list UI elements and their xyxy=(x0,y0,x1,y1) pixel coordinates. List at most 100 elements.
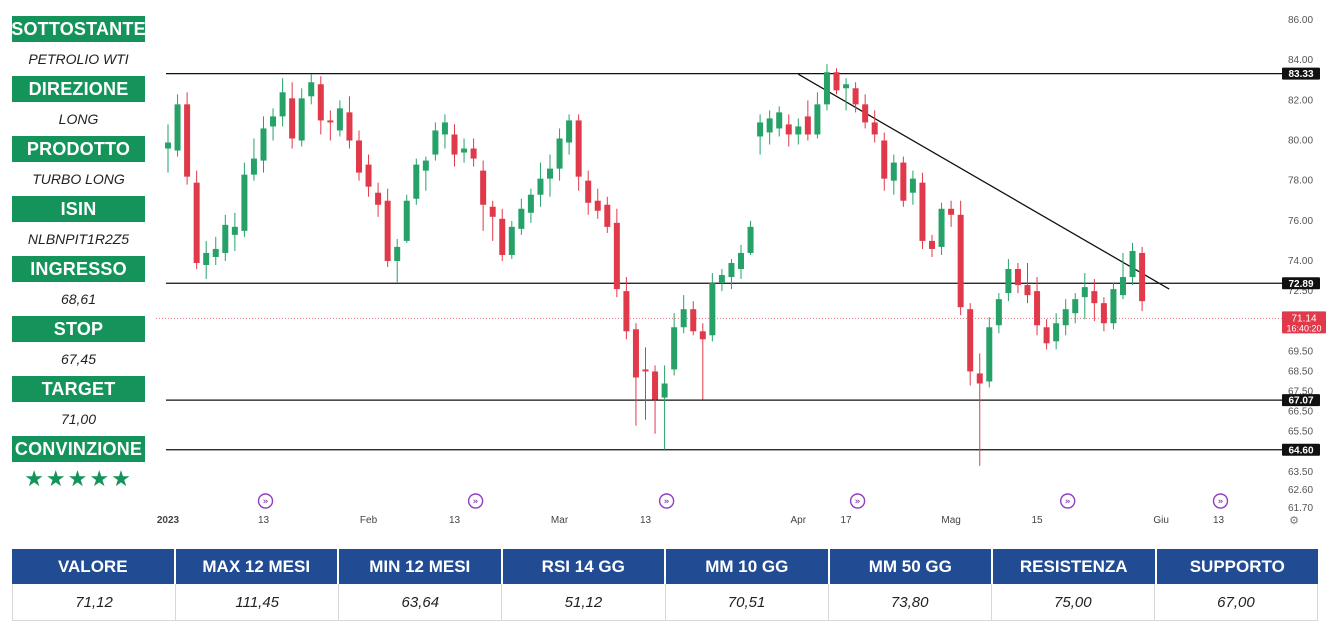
candle-body xyxy=(948,208,955,215)
price-chart[interactable]: 86.00 84.00 82.00 80.00 78.00 76.00 74.00 72.50… xyxy=(150,10,1328,530)
value-valore: 71,12 xyxy=(12,584,177,621)
candle-body xyxy=(1120,277,1126,296)
candle-body xyxy=(231,226,238,235)
candle-body xyxy=(690,309,697,332)
x-tick-label: 2023 xyxy=(157,515,180,526)
y-tick-label: 66.50 xyxy=(1288,407,1313,418)
candle-body xyxy=(317,84,324,121)
last-price-label: 71.14 xyxy=(1291,313,1316,324)
y-tick-label: 84.00 xyxy=(1288,55,1313,66)
candle-body xyxy=(862,104,869,123)
candle-body xyxy=(1043,327,1050,344)
candle-body xyxy=(575,120,582,177)
y-tick-label: 63.50 xyxy=(1288,467,1313,478)
candle-body xyxy=(222,224,229,253)
stop-value: 67,45 xyxy=(60,351,97,367)
candle-body xyxy=(1072,299,1079,314)
star-rating-icon: ★★★★★ xyxy=(24,466,133,491)
stats-value-row: 71,12 111,45 63,64 51,12 70,51 73,80 75,… xyxy=(12,584,1318,621)
candle-body xyxy=(298,98,305,141)
candle-body xyxy=(547,168,553,179)
sottostante-label: SOTTOSTANTE xyxy=(11,16,146,42)
candle-body xyxy=(308,82,315,97)
level-price-label: 72.89 xyxy=(1288,279,1313,290)
candle-body xyxy=(413,164,420,199)
candle-body xyxy=(776,112,783,129)
candle-body xyxy=(718,275,725,284)
value-rsi-14-gg: 51,12 xyxy=(502,584,666,621)
candle-body xyxy=(833,72,840,91)
candle-body xyxy=(1081,287,1088,298)
y-tick-label: 72.50 xyxy=(1288,286,1313,297)
stats-header-row: VALORE MAX 12 MESI MIN 12 MESI RSI 14 GG… xyxy=(12,549,1318,584)
isin-label: ISIN xyxy=(12,196,145,222)
stop-label: STOP xyxy=(12,316,145,342)
convinzione-label: CONVINZIONE xyxy=(12,436,145,462)
candle-body xyxy=(919,182,926,241)
candle-body xyxy=(900,162,907,201)
x-tick-label: Apr xyxy=(791,515,807,526)
candle-body xyxy=(508,226,515,255)
candle-body xyxy=(623,291,630,332)
target-label: TARGET xyxy=(12,376,145,402)
last-price-tag xyxy=(1282,311,1326,334)
x-tick-label: 13 xyxy=(449,515,461,526)
direzione-label: DIREZIONE xyxy=(12,76,145,102)
candle-body xyxy=(1062,309,1069,326)
event-marker-glyph: » xyxy=(1065,497,1071,507)
level-price-label: 67.07 xyxy=(1288,396,1313,407)
level-price-label: 64.60 xyxy=(1288,445,1313,456)
y-tick-label: 69.50 xyxy=(1288,346,1313,357)
candle-body xyxy=(929,240,935,249)
event-marker-icon xyxy=(849,493,866,509)
candle-body xyxy=(728,262,735,278)
candle-body xyxy=(881,140,888,179)
y-tick-label: 65.50 xyxy=(1288,427,1313,438)
candle-body xyxy=(604,204,611,227)
candle-body xyxy=(709,283,716,336)
candle-body xyxy=(260,128,267,161)
candle-body xyxy=(766,118,773,133)
candle-body xyxy=(174,104,181,151)
candle-body xyxy=(336,108,343,131)
ingresso-label: INGRESSO xyxy=(12,256,145,282)
candle-body xyxy=(451,134,458,155)
candle-body xyxy=(556,138,563,169)
candle-body xyxy=(537,178,544,195)
x-tick-label: Giu xyxy=(1153,515,1169,526)
y-tick-label: 82.00 xyxy=(1288,95,1313,106)
candle-body xyxy=(270,116,277,127)
candle-body xyxy=(852,88,859,105)
candle-body xyxy=(909,178,916,193)
header-min-12-mesi: MIN 12 MESI xyxy=(339,549,503,584)
header-rsi-14-gg: RSI 14 GG xyxy=(502,549,666,584)
y-tick-label: 80.00 xyxy=(1288,135,1313,146)
candle-body xyxy=(843,84,850,89)
candle-body xyxy=(804,116,811,135)
event-marker-icon xyxy=(658,493,675,509)
candle-body xyxy=(470,148,477,159)
convinzione-rating: ★★★★★ xyxy=(12,462,145,496)
candle-body xyxy=(585,180,592,203)
candle-body xyxy=(957,214,964,308)
value-max-12-mesi: 111,45 xyxy=(176,584,340,621)
candle-body xyxy=(642,369,649,372)
event-marker-glyph: » xyxy=(855,497,861,507)
value-mm-50-gg: 73,80 xyxy=(828,584,992,621)
candle-body xyxy=(1100,303,1107,324)
candle-body xyxy=(279,92,286,117)
candle-body xyxy=(995,299,1002,326)
y-tick-label: 61.70 xyxy=(1288,503,1313,514)
candle-body xyxy=(785,124,792,135)
candle-body xyxy=(967,309,974,372)
candle-body xyxy=(680,309,687,328)
event-marker-glyph: » xyxy=(664,497,670,507)
candle-body xyxy=(757,122,764,137)
level-price-label: 83.33 xyxy=(1288,69,1313,80)
x-tick-label: 13 xyxy=(1213,515,1225,526)
candle-body xyxy=(613,222,620,290)
y-tick-label: 78.00 xyxy=(1288,176,1313,187)
candle-body xyxy=(823,72,830,105)
candle-body xyxy=(480,170,487,205)
candle-body xyxy=(384,200,391,261)
